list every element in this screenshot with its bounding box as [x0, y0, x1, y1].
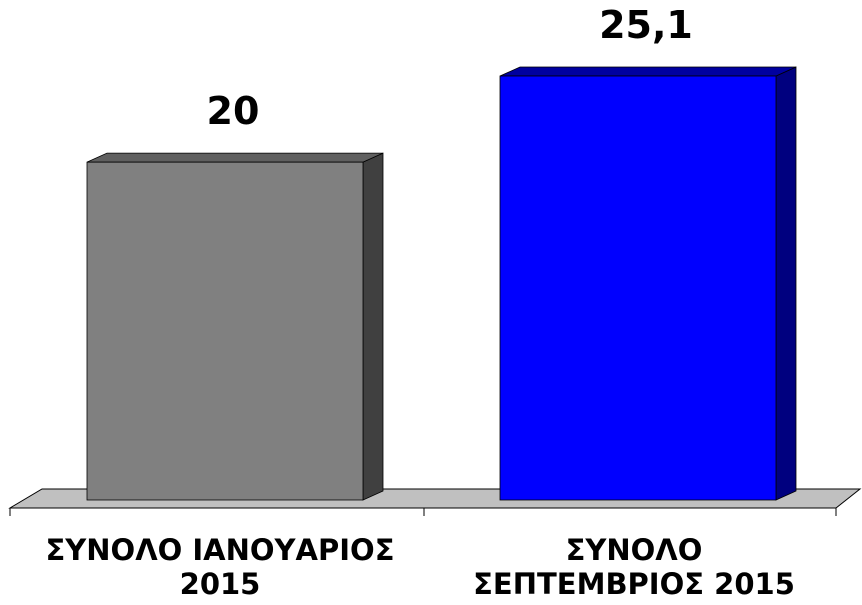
bar-top-face: [499, 66, 797, 77]
x-tick-label: ΣΥΝΟΛΟ: [566, 533, 703, 567]
data-label: 20: [207, 89, 260, 133]
x-tick-label: ΣΕΠΤΕΜΒΡΙΟΣ 2015: [473, 567, 795, 601]
bar-side-face: [775, 66, 797, 501]
bar-front-face: [86, 161, 364, 501]
bar: [86, 152, 384, 501]
bar: [499, 66, 797, 501]
data-label: 25,1: [599, 3, 693, 47]
bar-front-face: [499, 75, 777, 501]
bar-side-face: [362, 152, 384, 501]
x-tick-label: 2015: [180, 567, 261, 601]
bar-top-face: [86, 152, 384, 163]
x-tick-label: ΣΥΝΟΛΟ ΙΑΝΟΥΑΡΙΟΣ: [45, 533, 394, 567]
